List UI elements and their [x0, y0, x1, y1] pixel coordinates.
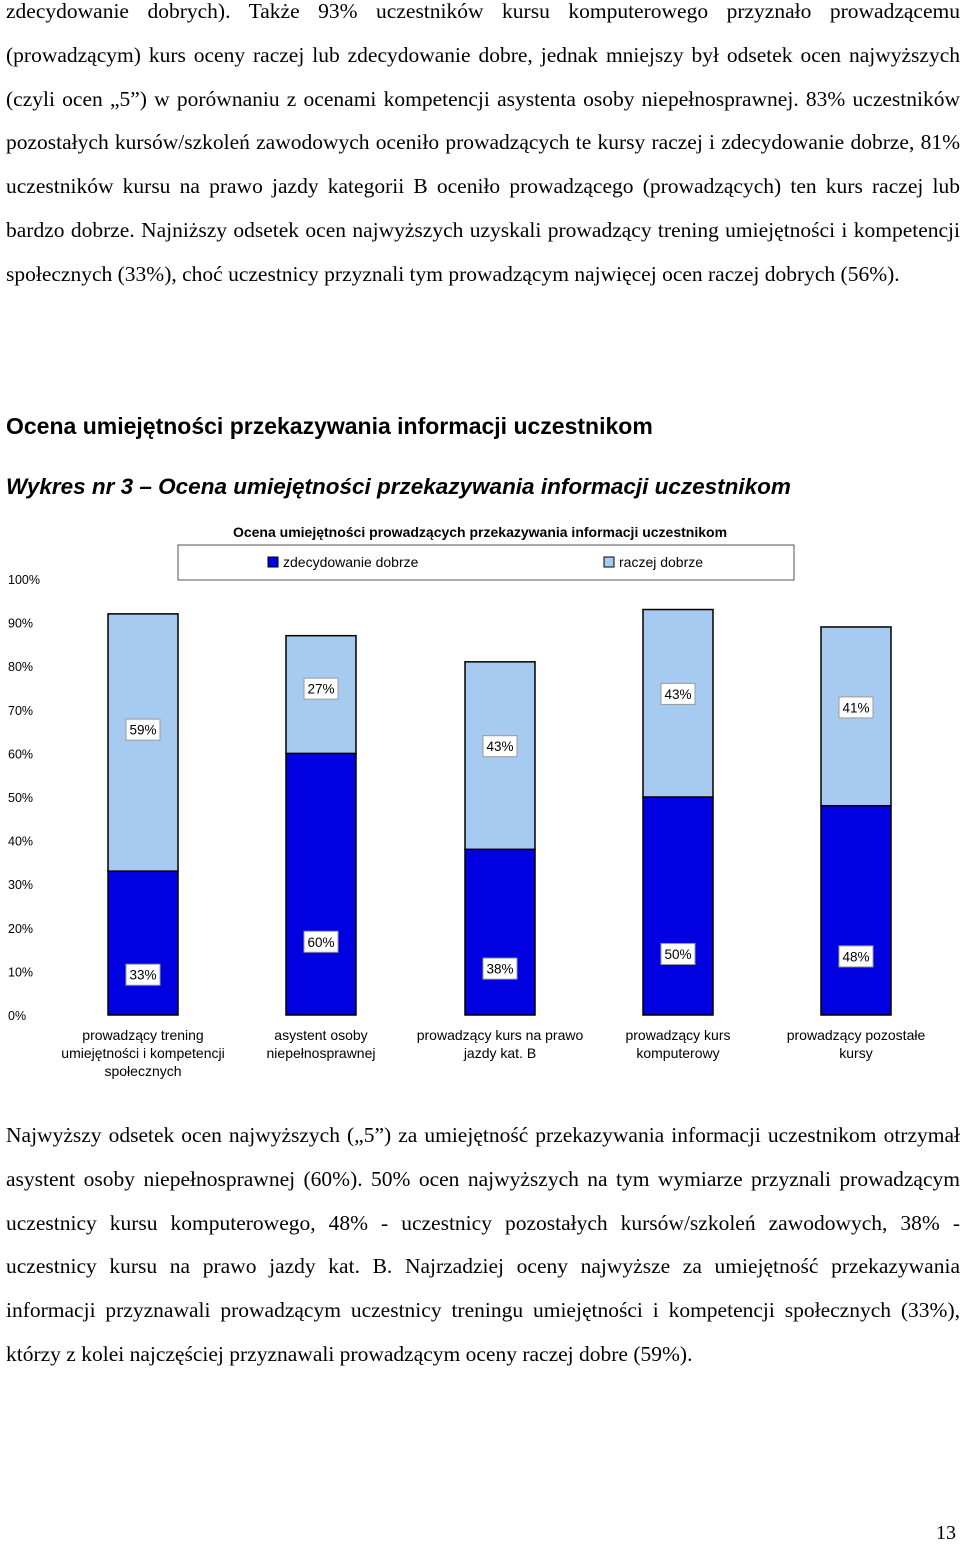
data-label: 60% — [307, 935, 334, 950]
data-label: 41% — [842, 700, 869, 715]
y-tick-label: 60% — [8, 747, 33, 761]
bar-segment — [107, 613, 179, 872]
bar-segment — [820, 804, 892, 1016]
paragraph-bottom: Najwyższy odsetek ocen najwyższych („5”)… — [6, 1123, 960, 1366]
legend-box — [177, 544, 795, 581]
data-label: 27% — [307, 682, 334, 697]
data-label-box — [303, 677, 339, 700]
category-label: prowadzący kurs komputerowy — [625, 1027, 730, 1061]
y-tick-label: 30% — [8, 878, 33, 892]
y-tick-label: 0% — [8, 1009, 26, 1023]
legend-label: zdecydowanie dobrze — [283, 554, 419, 570]
legend-label: raczej dobrze — [619, 554, 703, 570]
data-label-box — [482, 735, 518, 758]
data-label-box — [125, 963, 161, 986]
data-label: 48% — [842, 949, 869, 964]
y-tick-label: 40% — [8, 835, 33, 849]
data-label-box — [303, 930, 339, 953]
data-label: 38% — [486, 962, 513, 977]
category-label: prowadzący pozostałe kursy — [787, 1027, 926, 1061]
data-label: 50% — [664, 947, 691, 962]
chart-title: Ocena umiejętności prowadzących przekazy… — [233, 524, 727, 540]
y-tick-label: 20% — [8, 922, 33, 936]
data-label: 43% — [664, 687, 691, 702]
y-tick-label: 80% — [8, 660, 33, 674]
data-label: 43% — [486, 739, 513, 754]
stacked-bar-chart: Ocena umiejętności prowadzących przekazy… — [8, 524, 926, 1079]
data-label: 33% — [129, 968, 156, 983]
paragraph-top: zdecydowanie dobrych). Także 93% uczestn… — [6, 0, 960, 286]
data-label-box — [660, 682, 696, 705]
data-label-box — [838, 945, 874, 968]
y-tick-label: 100% — [8, 573, 40, 587]
data-label-box — [838, 696, 874, 719]
category-label: prowadzący trening umiejętności i kompete… — [61, 1027, 224, 1079]
data-label-box — [125, 718, 161, 741]
page-number: 13 — [936, 1522, 956, 1544]
bar-segment — [642, 796, 714, 1016]
y-tick-label: 50% — [8, 791, 33, 805]
bar-segment — [464, 848, 536, 1016]
legend-swatch — [267, 556, 279, 568]
data-label: 59% — [129, 723, 156, 738]
data-label-box — [660, 942, 696, 965]
section-title: Ocena umiejętności przekazywania informa… — [6, 413, 653, 439]
y-tick-label: 70% — [8, 704, 33, 718]
y-tick-label: 10% — [8, 965, 33, 979]
bar-segment — [107, 870, 179, 1016]
category-label: asystent osoby niepełnosprawnej — [267, 1027, 376, 1061]
legend-swatch — [603, 556, 615, 568]
figure-caption: Wykres nr 3 – Ocena umiejętności przekaz… — [6, 474, 791, 499]
data-label-box — [482, 957, 518, 980]
category-label: prowadzący kurs na prawo jazdy kat. B — [417, 1027, 584, 1061]
bar-segment — [285, 752, 357, 1016]
y-tick-label: 90% — [8, 617, 33, 631]
